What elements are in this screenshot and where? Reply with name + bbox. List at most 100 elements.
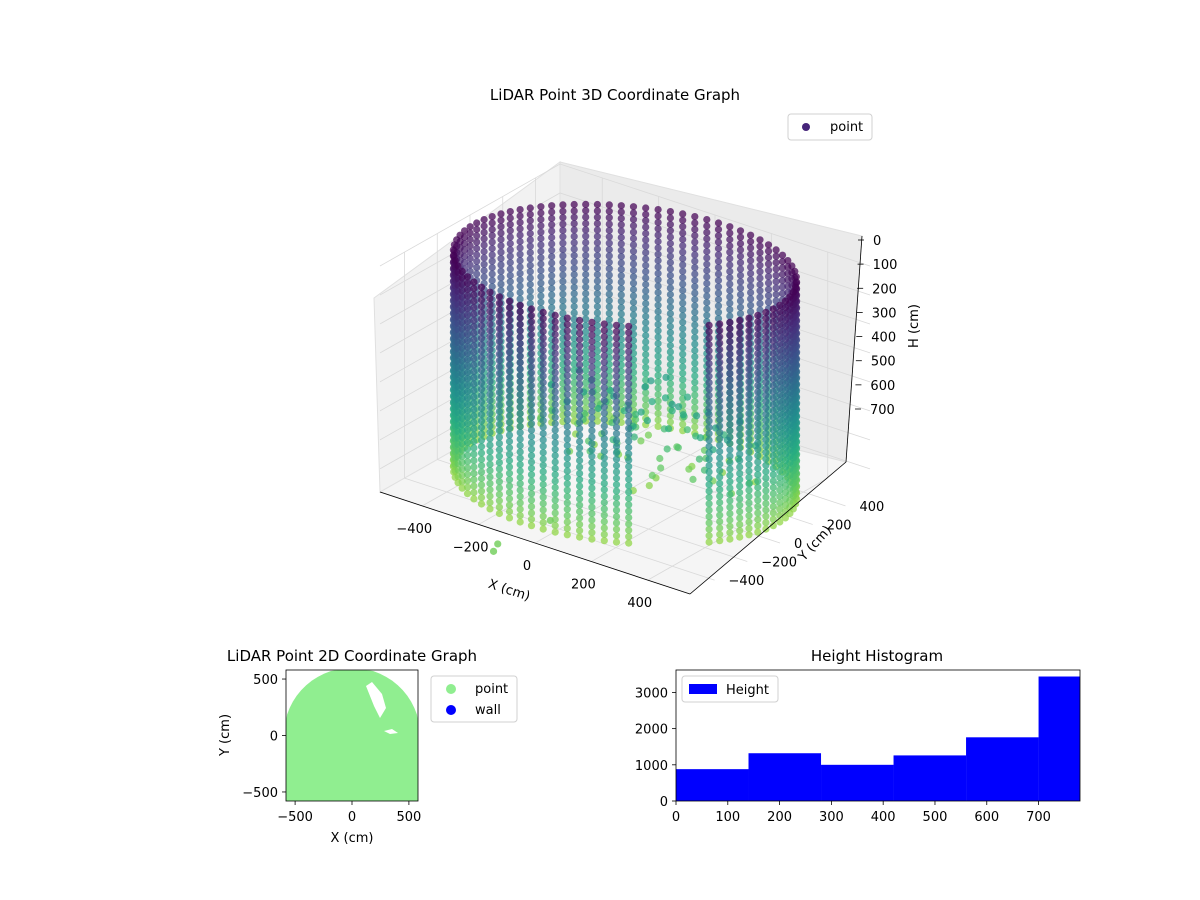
data-point <box>736 240 745 248</box>
data-point <box>776 410 784 418</box>
data-point <box>570 341 578 349</box>
data-point <box>666 220 675 228</box>
data-point <box>691 321 699 329</box>
data-point <box>576 418 584 426</box>
data-point <box>769 343 777 351</box>
data-point <box>762 378 770 387</box>
data-point <box>612 379 621 387</box>
data-point <box>463 483 472 491</box>
data-point <box>625 431 633 439</box>
data-point <box>537 292 545 300</box>
data-point <box>754 528 762 536</box>
data-point <box>776 314 784 322</box>
data-point <box>679 242 687 250</box>
data-point <box>762 340 770 348</box>
data-point <box>642 236 650 244</box>
data-point <box>588 337 596 346</box>
data-point <box>551 426 559 434</box>
data-point <box>691 251 699 259</box>
data-point <box>736 291 745 299</box>
data-point <box>470 488 478 497</box>
data-point <box>642 249 650 257</box>
data-point <box>488 257 496 265</box>
data-point <box>516 416 524 424</box>
data-point <box>679 255 687 263</box>
data-point <box>654 250 662 258</box>
data-point <box>705 532 713 540</box>
data-point <box>563 314 571 322</box>
data-point <box>726 306 734 314</box>
data-point <box>781 469 790 477</box>
legend-3d: point <box>787 113 873 141</box>
data-point <box>747 282 755 290</box>
data-point <box>683 393 692 401</box>
data-point <box>526 300 534 308</box>
data-point <box>473 219 481 227</box>
data-point <box>527 388 536 396</box>
data-point <box>754 388 762 396</box>
data-point <box>463 317 472 326</box>
data-point <box>781 304 790 312</box>
data-point <box>679 210 687 218</box>
data-point <box>625 329 633 337</box>
data-point <box>477 487 486 495</box>
data-point <box>666 227 675 235</box>
legend-2d-marker-wall <box>446 705 456 715</box>
data-point <box>648 471 656 480</box>
legend-histogram-frame <box>681 675 779 703</box>
data-point <box>642 242 650 250</box>
data-point <box>495 325 503 333</box>
data-point <box>691 391 699 399</box>
data-point <box>642 268 650 276</box>
data-point <box>745 410 753 418</box>
data-point <box>505 355 514 363</box>
data-point <box>625 507 633 515</box>
data-point <box>612 532 621 540</box>
data-point <box>629 234 638 243</box>
data-point <box>477 296 486 304</box>
data-point <box>480 273 488 281</box>
data-point <box>505 348 514 356</box>
data-point <box>764 253 773 262</box>
data-point <box>716 537 724 545</box>
data-point <box>570 353 578 362</box>
data-point <box>600 537 608 545</box>
data-point <box>625 341 633 350</box>
data-point <box>516 467 524 475</box>
data-point <box>705 500 713 508</box>
data-point <box>691 340 699 348</box>
data-point <box>570 404 578 413</box>
data-point <box>716 498 724 507</box>
data-point <box>764 285 773 293</box>
data-point <box>736 233 745 241</box>
data-point <box>781 457 790 465</box>
data-point <box>576 348 584 356</box>
data-point <box>764 247 773 255</box>
data-point <box>570 239 578 247</box>
data-point <box>527 318 536 326</box>
data-point <box>629 228 638 236</box>
data-point <box>473 257 481 265</box>
data-point <box>526 268 534 276</box>
data-point <box>705 353 713 361</box>
data-point <box>705 538 713 546</box>
data-point <box>494 540 502 548</box>
data-point <box>705 385 713 393</box>
data-point <box>570 392 578 400</box>
legend-2d-label-wall: wall <box>475 703 501 718</box>
data-point <box>736 355 744 363</box>
gap-2d-2 <box>384 729 398 734</box>
data-point <box>683 426 691 434</box>
data-point <box>781 501 790 509</box>
data-point <box>593 207 602 215</box>
data-point <box>593 296 602 304</box>
data-point <box>539 391 547 399</box>
data-point <box>477 379 486 387</box>
data-point <box>489 547 498 555</box>
data-point <box>654 237 662 246</box>
data-point <box>716 384 724 392</box>
data-point <box>486 307 494 315</box>
data-point <box>486 288 494 296</box>
